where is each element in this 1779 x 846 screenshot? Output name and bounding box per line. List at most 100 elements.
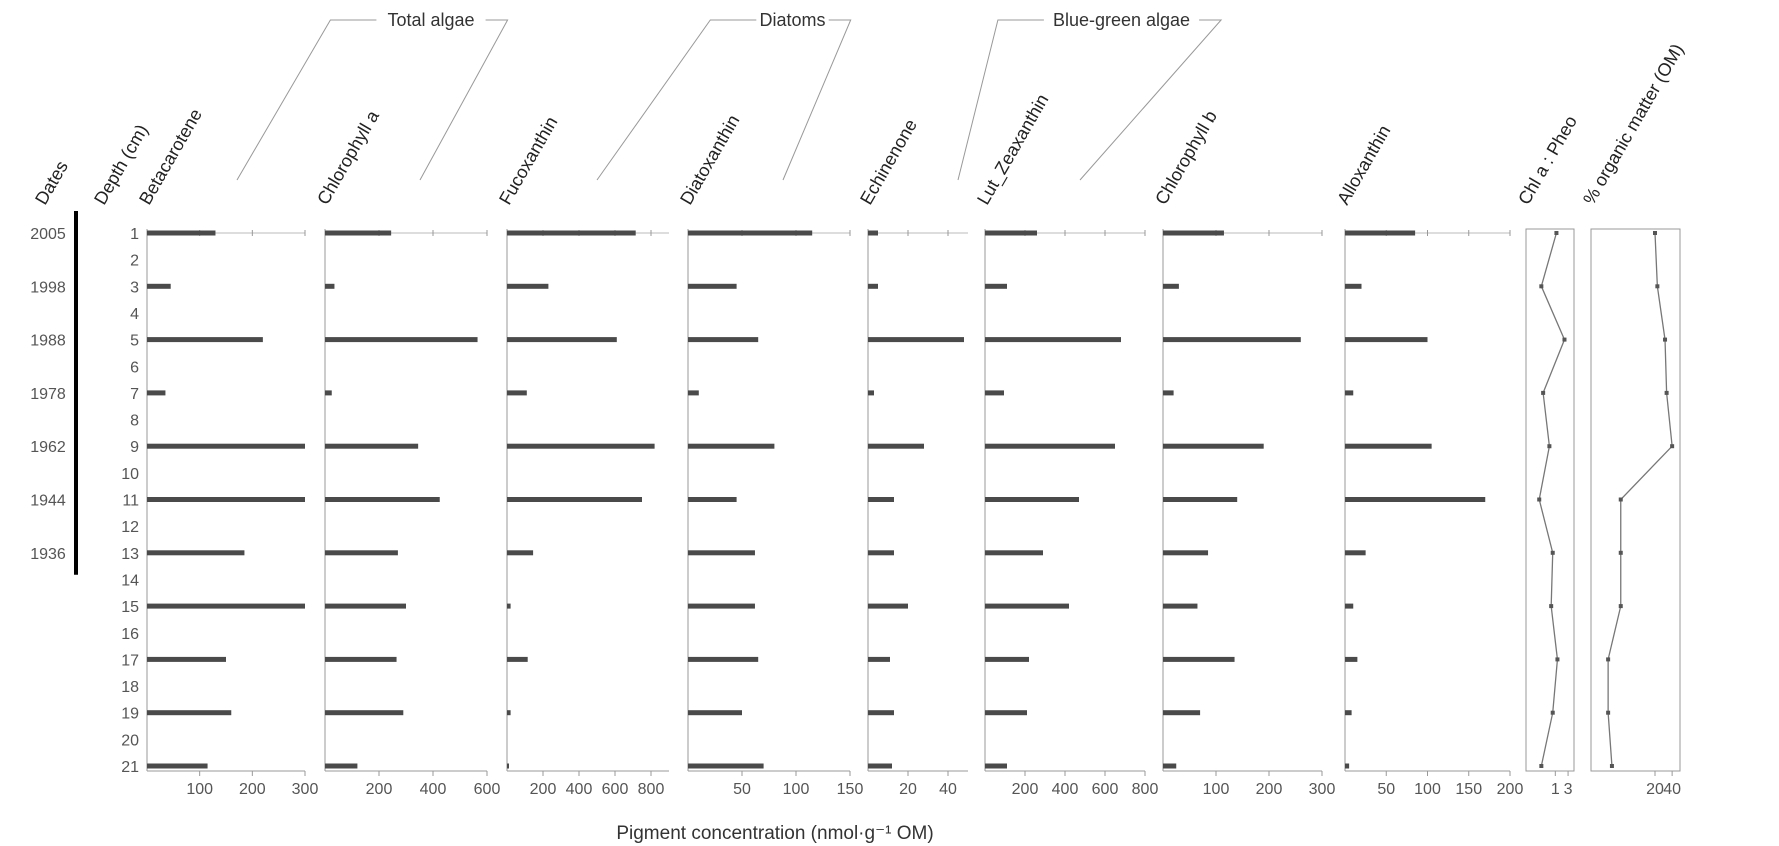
panel-title: Chlorophyll b xyxy=(1151,107,1221,208)
panel-title: Fucoxanthin xyxy=(495,113,561,208)
pigment-bar xyxy=(507,230,636,236)
date-label: 1988 xyxy=(30,333,66,350)
x-tick-label: 200 xyxy=(1256,781,1283,798)
group-connector-left xyxy=(596,19,757,181)
profile-point xyxy=(1555,657,1560,662)
x-tick-label: 150 xyxy=(837,781,864,798)
profile-point xyxy=(1541,390,1546,395)
pigment-bar xyxy=(507,443,655,449)
pigment-bar xyxy=(1345,656,1358,662)
depth-tick-label: 9 xyxy=(130,439,139,456)
pigment-bar xyxy=(147,656,226,662)
x-tick-label: 40 xyxy=(1663,781,1681,798)
date-label: 1962 xyxy=(30,439,66,456)
pigment-bar xyxy=(1163,497,1238,502)
pigment-bar xyxy=(507,337,617,343)
pigment-bar xyxy=(325,656,397,662)
depth-tick-label: 15 xyxy=(121,599,139,616)
pigment-bar xyxy=(1345,710,1352,716)
depth-tick-label: 2 xyxy=(130,253,139,270)
pigment-bar xyxy=(147,283,171,289)
pigment-bar xyxy=(868,497,894,502)
panel-title: Lut_Zeaxanthin xyxy=(973,91,1053,209)
depth-tick-label: 6 xyxy=(130,359,139,376)
panel-title: Chl a : Pheo xyxy=(1514,112,1581,208)
group-label: Blue-green algae xyxy=(1053,10,1190,30)
pigment-bar xyxy=(868,390,874,396)
x-tick-label: 600 xyxy=(1092,781,1119,798)
pigment-bar xyxy=(1163,763,1177,769)
pigment-bar xyxy=(688,230,813,236)
pigment-bar xyxy=(868,550,894,556)
pigment-bar xyxy=(985,283,1007,289)
panel: 200 400 600 800 Fucoxanthin xyxy=(495,113,669,798)
pigment-bar xyxy=(325,283,335,289)
pigment-bar xyxy=(507,763,509,769)
panel-title: Alloxanthin xyxy=(1333,122,1394,208)
x-tick-label: 400 xyxy=(1052,781,1079,798)
profile-point xyxy=(1562,337,1567,342)
pigment-bar xyxy=(147,603,305,609)
pigment-bar xyxy=(868,763,892,769)
pigment-bar xyxy=(1163,710,1201,716)
profile-point xyxy=(1549,604,1554,609)
pigment-bar xyxy=(985,710,1027,716)
x-tick-label: 100 xyxy=(186,781,213,798)
pigment-bar xyxy=(985,390,1004,396)
profile-point xyxy=(1554,231,1559,235)
group-bracket: Blue-green algae xyxy=(957,10,1223,181)
pigment-bar xyxy=(868,443,924,449)
profile-line xyxy=(1538,232,1566,767)
pigment-bar xyxy=(147,443,305,449)
pigment-bar xyxy=(147,230,216,236)
pigment-bar xyxy=(325,497,440,502)
date-label: 1978 xyxy=(30,386,66,403)
pigment-bar xyxy=(1163,230,1224,236)
profile-point xyxy=(1670,444,1675,449)
group-bracket: Total algae xyxy=(236,10,509,181)
pigment-bar xyxy=(1345,550,1366,556)
pigment-bar xyxy=(688,603,755,609)
depth-tick-label: 13 xyxy=(121,546,139,563)
pigment-bar xyxy=(325,390,332,396)
pigment-bar xyxy=(1163,443,1264,449)
depth-tick-label: 8 xyxy=(130,413,139,430)
x-tick-label: 50 xyxy=(1377,781,1395,798)
x-tick-label: 300 xyxy=(292,781,319,798)
group-connector-right xyxy=(782,19,852,181)
pigment-bar xyxy=(507,550,534,556)
pigment-bar xyxy=(325,763,358,769)
pigment-bar xyxy=(147,550,245,556)
pigment-bar xyxy=(1163,283,1179,289)
depth-tick-label: 7 xyxy=(130,386,139,403)
panel: 20 40 % organic matter (OM) xyxy=(1579,40,1687,798)
pigment-bar xyxy=(1163,603,1198,609)
panel-title: Betacarotene xyxy=(135,105,206,208)
pigment-bar xyxy=(985,337,1121,343)
pigment-bar xyxy=(1345,763,1350,769)
profile-point xyxy=(1618,497,1623,502)
x-tick-label: 400 xyxy=(566,781,593,798)
profile-point xyxy=(1663,337,1668,342)
x-tick-label: 100 xyxy=(783,781,810,798)
profile-point xyxy=(1655,284,1660,289)
depth-tick-label: 4 xyxy=(130,306,139,323)
pigment-bar xyxy=(325,550,398,556)
profile-point xyxy=(1618,604,1623,609)
profile-point xyxy=(1606,657,1611,662)
profile-point xyxy=(1653,231,1658,235)
depth-tick-label: 20 xyxy=(121,732,139,749)
depth-tick-label: 18 xyxy=(121,679,139,696)
pigment-bar xyxy=(507,390,527,396)
group-connector-right xyxy=(419,19,509,181)
profile-point xyxy=(1550,550,1555,555)
panel-frame xyxy=(1525,228,1575,772)
pigment-bar xyxy=(688,443,775,449)
pigment-bar xyxy=(325,230,392,236)
pigment-bar xyxy=(1345,603,1354,609)
panel: 50 100 150 Diatoxanthin xyxy=(676,111,863,798)
pigment-bar xyxy=(147,710,232,716)
pigment-bar xyxy=(147,337,263,343)
panel: 200 400 600 800 Lut_Zeaxanthin xyxy=(973,91,1158,798)
pigment-bar xyxy=(868,230,878,236)
